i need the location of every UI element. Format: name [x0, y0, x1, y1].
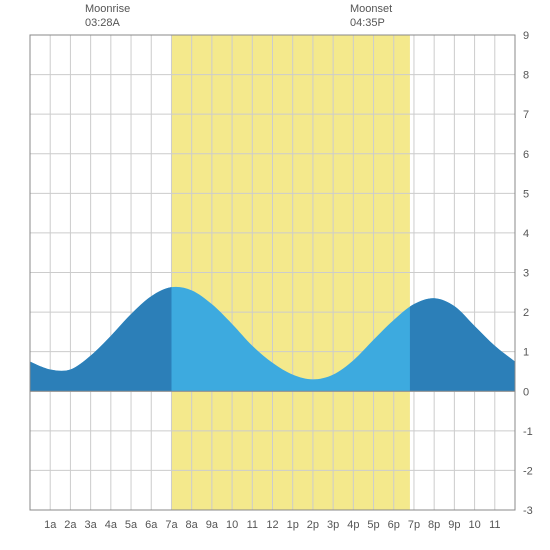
svg-text:7a: 7a	[165, 519, 178, 531]
svg-text:4p: 4p	[347, 519, 359, 531]
svg-text:1p: 1p	[287, 519, 299, 531]
svg-text:8: 8	[523, 70, 529, 82]
svg-text:10: 10	[226, 519, 238, 531]
svg-text:6a: 6a	[145, 519, 158, 531]
moonrise-title: Moonrise	[85, 2, 130, 16]
svg-text:2p: 2p	[307, 519, 319, 531]
svg-text:0: 0	[523, 386, 529, 398]
tide-chart: Moonrise 03:28A Moonset 04:35P -3-2-1012…	[0, 0, 550, 550]
moonrise-label: Moonrise 03:28A	[85, 2, 130, 31]
moonset-time: 04:35P	[350, 16, 392, 30]
moonset-title: Moonset	[350, 2, 392, 16]
svg-text:11: 11	[489, 519, 500, 531]
svg-text:3: 3	[523, 268, 529, 280]
svg-text:4a: 4a	[105, 519, 118, 531]
svg-text:5p: 5p	[367, 519, 379, 531]
svg-text:6p: 6p	[388, 519, 400, 531]
moonrise-time: 03:28A	[85, 16, 130, 30]
svg-text:11: 11	[247, 519, 258, 531]
chart-svg: -3-2-101234567891a2a3a4a5a6a7a8a9a101112…	[0, 0, 550, 550]
svg-text:3p: 3p	[327, 519, 339, 531]
svg-text:7p: 7p	[408, 519, 420, 531]
svg-text:9: 9	[523, 30, 529, 42]
svg-text:6: 6	[523, 149, 529, 161]
svg-text:2a: 2a	[64, 519, 77, 531]
moonset-label: Moonset 04:35P	[350, 2, 392, 31]
svg-text:5a: 5a	[125, 519, 138, 531]
svg-text:9a: 9a	[206, 519, 219, 531]
svg-text:1a: 1a	[44, 519, 57, 531]
svg-text:1: 1	[523, 347, 529, 359]
svg-text:12: 12	[266, 519, 278, 531]
svg-text:-1: -1	[523, 426, 533, 438]
svg-text:2: 2	[523, 307, 529, 319]
svg-text:10: 10	[468, 519, 480, 531]
svg-text:4: 4	[523, 228, 529, 240]
svg-text:7: 7	[523, 109, 529, 121]
svg-text:-2: -2	[523, 465, 533, 477]
svg-text:9p: 9p	[448, 519, 460, 531]
svg-text:5: 5	[523, 188, 529, 200]
svg-text:-3: -3	[523, 505, 533, 517]
svg-text:3a: 3a	[85, 519, 98, 531]
svg-text:8p: 8p	[428, 519, 440, 531]
svg-text:8a: 8a	[186, 519, 199, 531]
